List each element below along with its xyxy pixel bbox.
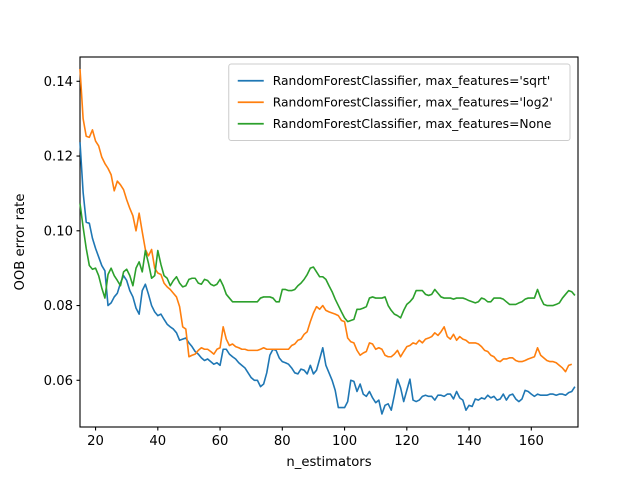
data-series-group bbox=[79, 68, 576, 415]
series-line-2 bbox=[79, 203, 576, 323]
x-tick-label: 140 bbox=[456, 434, 481, 449]
y-tick-label: 0.10 bbox=[44, 224, 73, 239]
legend-label-1: RandomForestClassifier, max_features='lo… bbox=[273, 96, 553, 110]
x-tick-label: 60 bbox=[212, 434, 229, 449]
x-tick-label: 100 bbox=[332, 434, 357, 449]
legend-label-2: RandomForestClassifier, max_features=Non… bbox=[273, 117, 552, 131]
x-tick-label: 80 bbox=[274, 434, 291, 449]
series-line-0 bbox=[79, 142, 576, 415]
axes-frame bbox=[79, 56, 579, 428]
x-axis-title: n_estimators bbox=[286, 455, 371, 470]
x-tick-label: 160 bbox=[519, 434, 544, 449]
legend[interactable]: RandomForestClassifier, max_features='sq… bbox=[228, 63, 571, 141]
y-axis-ticks: 0.06 0.08 0.10 0.12 0.14 bbox=[44, 75, 80, 389]
x-tick-label: 20 bbox=[87, 434, 104, 449]
y-tick-label: 0.08 bbox=[44, 299, 73, 314]
y-tick-label: 0.12 bbox=[44, 150, 73, 165]
y-tick-label: 0.06 bbox=[44, 374, 73, 389]
x-tick-label: 40 bbox=[149, 434, 166, 449]
x-tick-label: 120 bbox=[394, 434, 419, 449]
legend-label-0: RandomForestClassifier, max_features='sq… bbox=[273, 74, 551, 88]
y-axis-title: OOB error rate bbox=[13, 194, 28, 291]
series-line-1 bbox=[79, 68, 573, 373]
x-axis-ticks: 20 40 60 80 100 120 140 160 bbox=[87, 427, 544, 449]
y-tick-label: 0.14 bbox=[44, 75, 73, 90]
